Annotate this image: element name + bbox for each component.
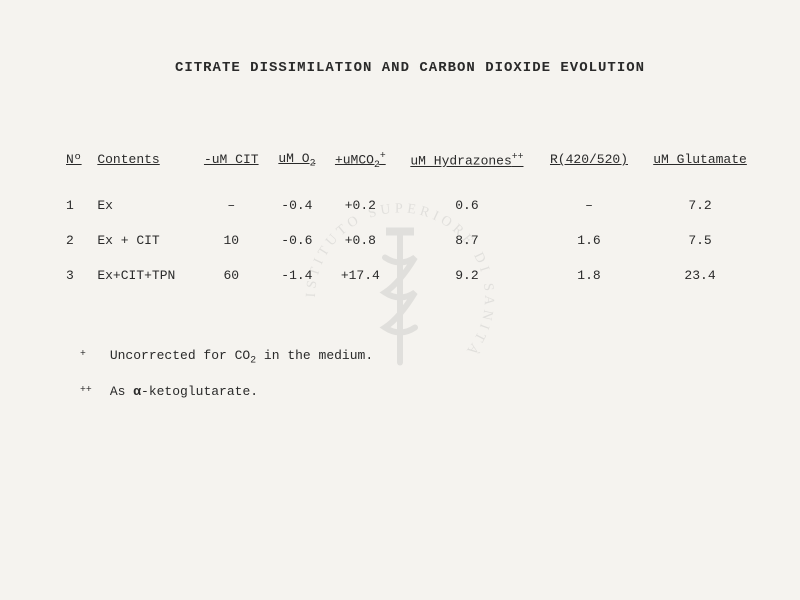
cell-umo2: -0.4 bbox=[269, 188, 325, 223]
col-contents: Contents bbox=[91, 146, 193, 188]
col-umo2: uM O2 bbox=[269, 146, 325, 188]
cell-glut: 7.2 bbox=[640, 188, 760, 223]
table-row: 2 Ex + CIT 10 -0.6 +0.8 8.7 1.6 7.5 bbox=[60, 223, 760, 258]
cell-no: 1 bbox=[60, 188, 91, 223]
footnote-2: ++ As α-ketoglutarate. bbox=[60, 384, 760, 399]
table-header-row: Nº Contents -uM CIT uM O2 +uMCO2+ uM Hyd… bbox=[60, 146, 760, 188]
cell-umco2: +17.4 bbox=[325, 258, 396, 293]
cell-hydra: 0.6 bbox=[396, 188, 538, 223]
col-r: R(420/520) bbox=[538, 146, 640, 188]
cell-umcit: 10 bbox=[193, 223, 269, 258]
cell-r: – bbox=[538, 188, 640, 223]
page-title: CITRATE DISSIMILATION AND CARBON DIOXIDE… bbox=[60, 60, 760, 76]
footnote-2-text: As α-ketoglutarate. bbox=[110, 384, 258, 399]
cell-glut: 23.4 bbox=[640, 258, 760, 293]
cell-no: 3 bbox=[60, 258, 91, 293]
footnotes: + Uncorrected for CO2 in the medium. ++ … bbox=[60, 348, 760, 399]
cell-umcit: – bbox=[193, 188, 269, 223]
footnote-1-mark: + bbox=[80, 348, 102, 359]
cell-contents: Ex + CIT bbox=[91, 223, 193, 258]
cell-hydra: 9.2 bbox=[396, 258, 538, 293]
cell-hydra: 8.7 bbox=[396, 223, 538, 258]
footnote-1-text: Uncorrected for CO2 in the medium. bbox=[110, 348, 373, 363]
data-table: Nº Contents -uM CIT uM O2 +uMCO2+ uM Hyd… bbox=[60, 146, 760, 293]
cell-r: 1.8 bbox=[538, 258, 640, 293]
col-hydrazones: uM Hydrazones++ bbox=[396, 146, 538, 188]
cell-umo2: -1.4 bbox=[269, 258, 325, 293]
cell-umco2: +0.8 bbox=[325, 223, 396, 258]
cell-r: 1.6 bbox=[538, 223, 640, 258]
table-row: 3 Ex+CIT+TPN 60 -1.4 +17.4 9.2 1.8 23.4 bbox=[60, 258, 760, 293]
footnote-1: + Uncorrected for CO2 in the medium. bbox=[60, 348, 760, 366]
cell-umco2: +0.2 bbox=[325, 188, 396, 223]
table-row: 1 Ex – -0.4 +0.2 0.6 – 7.2 bbox=[60, 188, 760, 223]
cell-umo2: -0.6 bbox=[269, 223, 325, 258]
col-no: Nº bbox=[60, 146, 91, 188]
col-umco2: +uMCO2+ bbox=[325, 146, 396, 188]
cell-contents: Ex+CIT+TPN bbox=[91, 258, 193, 293]
cell-no: 2 bbox=[60, 223, 91, 258]
cell-contents: Ex bbox=[91, 188, 193, 223]
col-umcit: -uM CIT bbox=[193, 146, 269, 188]
document-page: CITRATE DISSIMILATION AND CARBON DIOXIDE… bbox=[0, 0, 800, 457]
cell-glut: 7.5 bbox=[640, 223, 760, 258]
footnote-2-mark: ++ bbox=[80, 384, 102, 395]
cell-umcit: 60 bbox=[193, 258, 269, 293]
col-glut: uM Glutamate bbox=[640, 146, 760, 188]
